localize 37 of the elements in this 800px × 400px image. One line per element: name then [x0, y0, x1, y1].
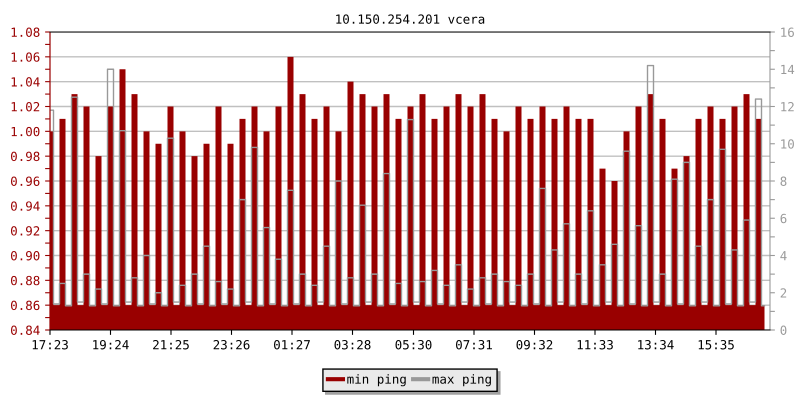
x-tick-label: 21:25 — [153, 340, 189, 350]
x-tick-label: 17:23 — [32, 340, 68, 350]
y-tick-label: 1.06 — [12, 52, 40, 62]
x-tick-label: 07:31 — [456, 340, 492, 350]
y2-tick-label: 10 — [781, 139, 794, 149]
y-tick-label: 1.08 — [12, 28, 40, 37]
x-tick-label: 09:32 — [516, 340, 552, 350]
y-tick-label: 0.86 — [10, 300, 40, 310]
y2-tick-label: 12 — [781, 102, 794, 112]
y2-tick-label: 0 — [780, 326, 786, 335]
legend-label: min ping — [347, 374, 406, 386]
x-tick-label: 15:35 — [698, 340, 734, 350]
y2-tick-label: 2 — [780, 288, 786, 298]
x-tick-label: 13:34 — [638, 340, 674, 350]
y-tick-label: 0.92 — [10, 226, 40, 236]
y2-tick-label: 8 — [780, 176, 786, 186]
y-tick-label: 1.02 — [12, 102, 40, 112]
y-tick-label: 1.00 — [12, 126, 40, 136]
y2-tick-label: 6 — [780, 214, 786, 224]
x-tick-label: 23:26 — [214, 340, 250, 350]
y-tick-label: 0.98 — [10, 152, 40, 162]
y2-tick-label: 4 — [780, 251, 787, 260]
y-tick-label: 0.96 — [10, 176, 40, 186]
y-tick-label: 0.94 — [10, 201, 40, 211]
x-tick-label: 19:24 — [93, 340, 129, 350]
y2-tick-label: 14 — [781, 64, 794, 74]
x-tick-label: 11:33 — [578, 340, 613, 350]
y-tick-label: 0.90 — [10, 251, 40, 260]
y-tick-label: 0.88 — [10, 276, 40, 286]
chart-title: 10.150.254.201 vcera — [336, 14, 484, 24]
x-tick-label: 03:28 — [334, 340, 371, 350]
y-tick-label: 1.04 — [12, 77, 40, 87]
y-tick-label: 0.84 — [10, 326, 40, 335]
y2-tick-label: 16 — [781, 28, 794, 37]
x-tick-label: 05:30 — [396, 340, 432, 350]
legend-label: max ping — [432, 374, 491, 386]
x-tick-label: 01:27 — [274, 340, 310, 350]
